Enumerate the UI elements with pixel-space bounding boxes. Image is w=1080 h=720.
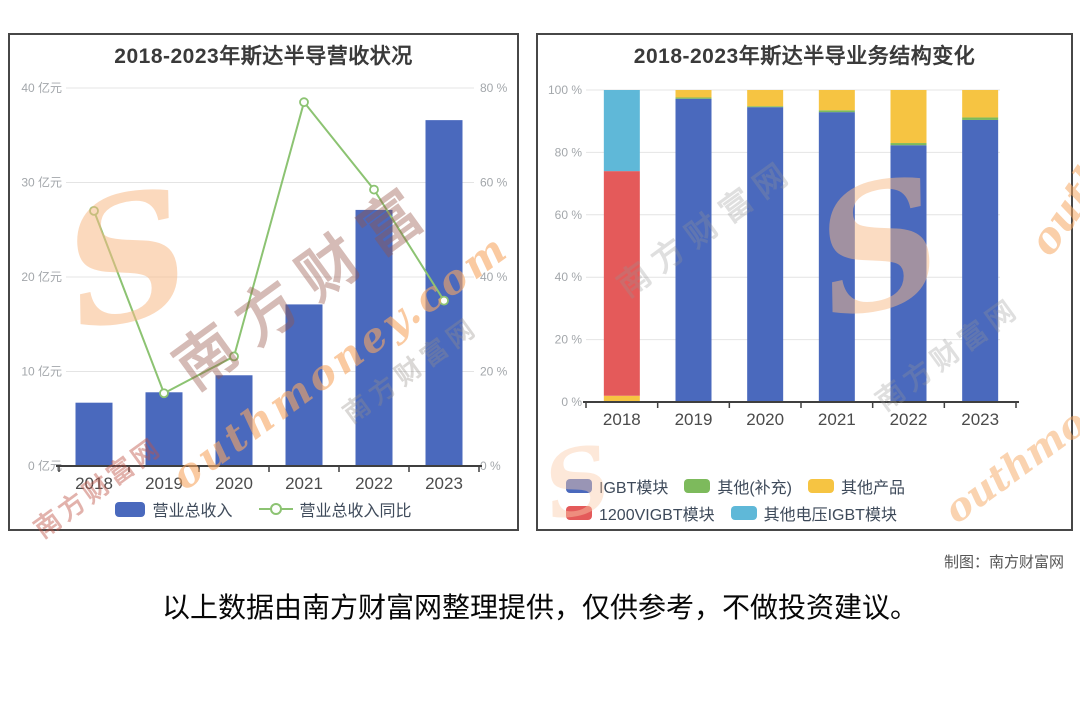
svg-text:10 亿元: 10 亿元	[21, 364, 62, 379]
svg-text:0 %: 0 %	[480, 459, 501, 473]
svg-text:2023: 2023	[425, 474, 463, 493]
svg-text:2023: 2023	[961, 410, 999, 429]
legend-item-igbt-module[interactable]: IGBT模块	[566, 474, 668, 498]
disclaimer-text: 以上数据由南方财富网整理提供，仅供参考，不做投资建议。	[161, 592, 918, 623]
legend-item-other-supplement[interactable]: 其他(补充)	[684, 474, 792, 498]
legend-item-total-revenue[interactable]: 营业总收入	[115, 497, 233, 521]
legend-label-revenue-growth: 营业总收入同比	[299, 503, 412, 520]
svg-text:2021: 2021	[818, 410, 856, 429]
revenue-chart-title: 2018-2023年斯达半导营收状况	[114, 45, 413, 68]
structure-chart-panel: 2018-2023年斯达半导业务结构变化 0 % 20 % 40 % 60 % 80 %…	[536, 33, 1073, 531]
other-products-swatch	[808, 479, 835, 493]
svg-text:20 %: 20 %	[555, 333, 583, 347]
svg-text:100 %: 100 %	[548, 83, 582, 97]
svg-text:0 %: 0 %	[561, 395, 582, 409]
svg-text:2019: 2019	[145, 474, 183, 493]
svg-text:2020: 2020	[215, 474, 253, 493]
svg-text:20 亿元: 20 亿元	[21, 269, 62, 284]
legend-label-other-supplement: 其他(补充)	[717, 480, 793, 497]
revenue-chart-panel: 2018-2023年斯达半导营收状况 0 亿元 10 亿元 20 亿元 30 亿元 40…	[8, 33, 519, 531]
legend-label-1200v-igbt: 1200VIGBT模块	[599, 507, 715, 524]
legend-item-1200v-igbt[interactable]: 1200VIGBT模块	[566, 501, 715, 525]
revenue-chart-legend: 营业总收入 营业总收入同比	[10, 497, 517, 521]
legend-label-other-products: 其他产品	[841, 480, 906, 497]
svg-text:60 %: 60 %	[480, 176, 508, 190]
legend-item-revenue-growth[interactable]: 营业总收入同比	[258, 497, 412, 521]
credit-text: 制图：南方财富网	[943, 554, 1064, 571]
svg-text:60 %: 60 %	[555, 208, 583, 222]
svg-text:2021: 2021	[285, 474, 323, 493]
igbt-1200v-swatch	[566, 506, 592, 520]
svg-text:20 %: 20 %	[480, 365, 508, 379]
svg-text:2020: 2020	[746, 410, 784, 429]
structure-chart-title: 2018-2023年斯达半导业务结构变化	[633, 45, 976, 68]
svg-text:40 %: 40 %	[480, 270, 508, 284]
structure-chart-legend: IGBT模块 其他(补充) 其他产品 1200VIGBT模块 其他电压IGBT模…	[566, 474, 1060, 525]
svg-text:40 亿元: 40 亿元	[21, 80, 62, 95]
legend-label-igbt-module: IGBT模块	[599, 480, 669, 497]
svg-text:30 亿元: 30 亿元	[21, 175, 62, 190]
legend-label-total-revenue: 营业总收入	[152, 503, 233, 520]
svg-text:80 %: 80 %	[555, 145, 583, 159]
svg-text:2022: 2022	[355, 474, 393, 493]
bar-swatch	[115, 501, 146, 517]
other-supplement-swatch	[684, 479, 711, 493]
igbt-swatch	[566, 479, 592, 493]
legend-label-other-voltage-igbt: 其他电压IGBT模块	[763, 507, 897, 524]
revenue-chart: 0 亿元 10 亿元 20 亿元 30 亿元 40 亿元 0 % 20 % 40 % 60 % 8…	[21, 80, 508, 493]
legend-item-other-products[interactable]: 其他产品	[808, 474, 905, 498]
svg-text:2022: 2022	[890, 410, 928, 429]
svg-text:2019: 2019	[675, 410, 713, 429]
svg-text:0 亿元: 0 亿元	[28, 458, 62, 473]
legend-item-other-voltage-igbt[interactable]: 其他电压IGBT模块	[730, 501, 897, 525]
structure-chart: 0 % 20 % 40 % 60 % 80 % 100 % 2018 2019 2020 2021…	[548, 83, 1019, 429]
other-voltage-swatch	[730, 506, 757, 520]
line-marker-swatch	[258, 502, 293, 516]
svg-text:40 %: 40 %	[555, 270, 583, 284]
svg-text:2018: 2018	[75, 474, 113, 493]
svg-text:80 %: 80 %	[480, 81, 508, 95]
svg-text:2018: 2018	[603, 410, 641, 429]
